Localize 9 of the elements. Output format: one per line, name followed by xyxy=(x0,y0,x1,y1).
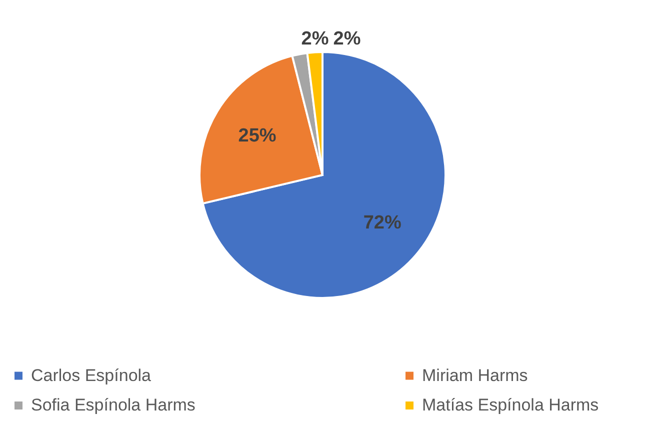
data-label: 2% xyxy=(301,28,329,50)
legend-label: Sofia Espínola Harms xyxy=(31,396,196,414)
legend-label: Miriam Harms xyxy=(422,366,528,385)
data-label: 2% xyxy=(333,28,361,50)
legend-label: Carlos Espínola xyxy=(31,366,152,385)
data-label: 72% xyxy=(363,212,402,234)
legend-label: Matías Espínola Harms xyxy=(422,396,599,414)
data-label: 25% xyxy=(238,126,276,147)
pie-slice xyxy=(202,51,446,299)
